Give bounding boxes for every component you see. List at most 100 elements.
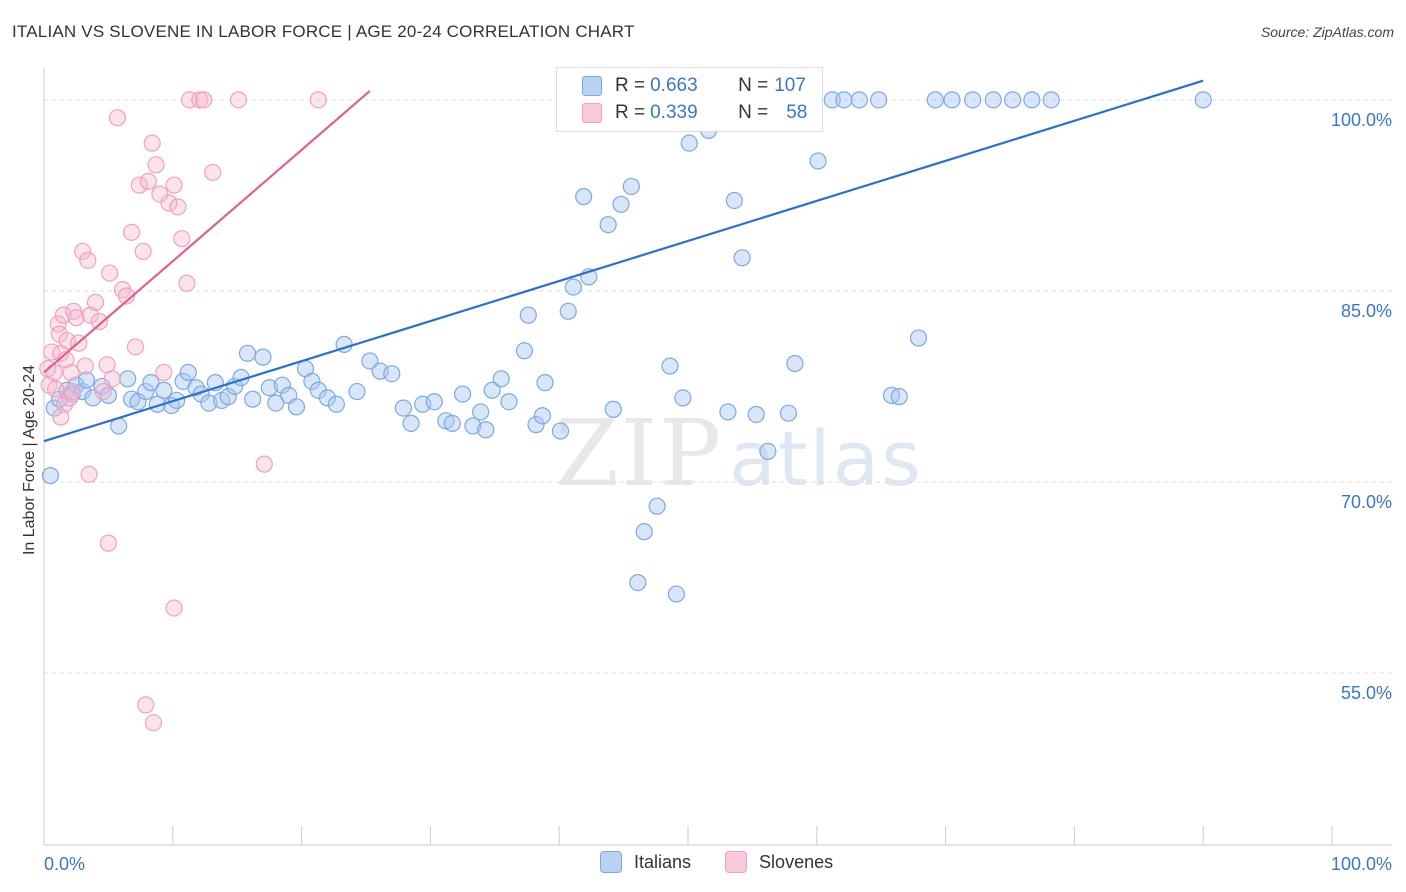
italian-point xyxy=(648,497,666,515)
italian-point xyxy=(1042,91,1060,109)
italian-n-label: N = xyxy=(738,75,769,96)
slovene-point xyxy=(63,382,81,401)
slovenes-legend-label: Slovenes xyxy=(759,851,834,872)
italian-point xyxy=(492,370,510,388)
italian-n-value: 107 xyxy=(774,75,806,96)
italian-point xyxy=(786,354,804,373)
slovene-point xyxy=(46,380,65,398)
slovene-point xyxy=(151,185,169,203)
slovene-point xyxy=(155,363,173,382)
slovene-point xyxy=(137,696,155,714)
italian-point xyxy=(850,91,868,109)
slovene-point xyxy=(191,91,209,109)
italian-point xyxy=(500,393,518,411)
slovene-n-value: 58 xyxy=(786,102,808,123)
italian-point xyxy=(318,389,336,407)
slovene-point xyxy=(255,455,273,473)
slovene-point xyxy=(54,306,72,324)
slovene-point xyxy=(79,251,97,269)
italian-point xyxy=(759,442,777,461)
italian-point xyxy=(267,394,285,412)
italian-point xyxy=(1194,91,1212,109)
stats-legend-italian: R = 0.663 N = 107 xyxy=(582,74,806,98)
stats-legend-slovene: R = 0.339 N = 58 xyxy=(582,101,807,125)
italian-point xyxy=(303,372,321,390)
italian-point xyxy=(725,191,743,210)
legend-item-slovenes[interactable]: Slovenes xyxy=(725,851,833,873)
slovene-point xyxy=(52,408,70,426)
slovene-point xyxy=(80,465,98,483)
y-tick-label: 55.0% xyxy=(1341,683,1392,703)
italian-point xyxy=(661,357,679,375)
slovene-point xyxy=(94,382,112,401)
italian-point xyxy=(551,422,570,440)
italian-point xyxy=(635,523,653,541)
italian-point xyxy=(779,404,798,422)
italian-point xyxy=(1023,91,1041,109)
slovene-point xyxy=(178,274,196,292)
slovene-trend-line xyxy=(43,90,371,374)
italian-point xyxy=(361,352,379,370)
italian-point xyxy=(287,398,306,416)
italian-point xyxy=(733,249,751,267)
italian-point xyxy=(984,91,1002,109)
slovene-point xyxy=(144,714,163,732)
italian-point xyxy=(142,374,160,392)
italian-point xyxy=(890,388,908,406)
slovene-point xyxy=(204,163,222,182)
italian-point xyxy=(41,467,60,485)
stats-legend: R = 0.663 N = 107 R = 0.339 N = 58 xyxy=(556,67,823,132)
italian-point xyxy=(119,370,137,388)
watermark-zip: ZIP xyxy=(555,400,724,507)
italian-r-label: R = xyxy=(615,75,646,96)
italian-point xyxy=(244,390,262,408)
italian-point xyxy=(219,388,237,406)
trend-lines xyxy=(43,79,1204,443)
slovene-point xyxy=(122,223,141,241)
italian-point xyxy=(599,216,617,234)
italian-point xyxy=(612,195,630,213)
italian-point xyxy=(926,91,944,109)
italian-point xyxy=(747,405,765,424)
italian-point xyxy=(162,396,181,415)
slovene-n-label: N = xyxy=(738,102,769,123)
italians-legend-swatch xyxy=(600,851,622,873)
legend-item-italians[interactable]: Italians xyxy=(600,851,691,873)
chart-title: ITALIAN VS SLOVENE IN LABOR FORCE | AGE … xyxy=(12,22,635,41)
slovene-r-label: R = xyxy=(615,102,646,123)
italian-point xyxy=(454,385,472,403)
slovene-point xyxy=(67,309,85,327)
data-points xyxy=(39,91,1212,732)
slovene-point xyxy=(173,230,191,248)
slovene-point xyxy=(103,370,121,388)
italian-point xyxy=(483,381,501,399)
italian-point xyxy=(273,376,291,394)
italian-point xyxy=(1003,91,1022,109)
italian-point xyxy=(674,389,692,407)
italian-point xyxy=(519,306,537,324)
italian-point xyxy=(425,393,443,411)
slovene-point xyxy=(160,194,178,212)
italian-point xyxy=(77,371,96,389)
slovene-point xyxy=(139,172,157,190)
slovene-point xyxy=(126,338,145,356)
slovene-point xyxy=(62,363,80,382)
grid xyxy=(44,99,1392,674)
italian-point xyxy=(137,382,155,401)
slovene-point xyxy=(147,156,165,174)
italian-point xyxy=(394,399,412,417)
italian-point xyxy=(680,134,698,152)
slovene-swatch xyxy=(582,103,602,123)
axes xyxy=(43,68,1392,846)
italian-point xyxy=(719,403,737,421)
italian-point xyxy=(402,414,420,432)
slovene-r-value: 0.339 xyxy=(650,102,698,123)
series-legend: Italians Slovenes xyxy=(600,851,867,873)
slovene-point xyxy=(143,134,161,152)
watermark: ZIPatlas xyxy=(555,400,923,507)
italian-point xyxy=(200,394,218,412)
y-tick-label: 85.0% xyxy=(1341,301,1392,321)
italian-point xyxy=(515,342,534,360)
italian-swatch xyxy=(582,76,602,96)
